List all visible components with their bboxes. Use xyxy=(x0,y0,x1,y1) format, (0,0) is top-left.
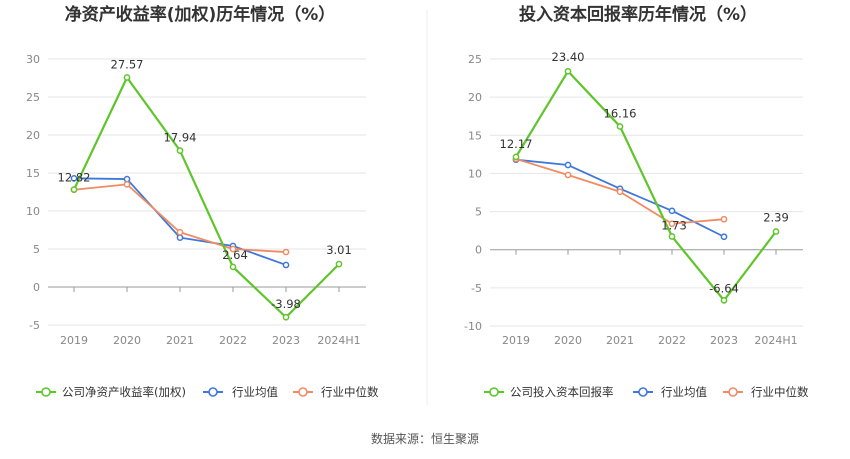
chart-panel-1: 净资产收益率(加权)历年情况（%） -5 0 5 10 15 20 25 30 2019 2020 2… xyxy=(26,4,379,399)
data-point xyxy=(564,171,572,179)
data-point xyxy=(564,161,572,169)
y-tick-label: 20 xyxy=(468,91,482,104)
data-point xyxy=(282,261,290,269)
x-tick-label: 2023 xyxy=(710,334,738,347)
legend-marker xyxy=(728,387,738,397)
data-point xyxy=(282,313,290,321)
data-point xyxy=(282,248,290,256)
y-tick-label: 5 xyxy=(475,206,482,219)
data-label: 2.39 xyxy=(763,210,789,224)
y-tick-label: 5 xyxy=(33,243,40,256)
data-label: -3.98 xyxy=(271,297,301,311)
y-tick-label: 10 xyxy=(26,205,40,218)
y-tick-label: 25 xyxy=(468,53,482,66)
data-point xyxy=(176,234,184,241)
data-point xyxy=(123,181,131,188)
legend-marker xyxy=(638,387,648,397)
data-point xyxy=(70,186,78,193)
data-label: 12.17 xyxy=(500,137,533,151)
data-label: 17.94 xyxy=(164,131,197,145)
y-tick-label: -10 xyxy=(464,320,482,333)
y-tick-label: 15 xyxy=(26,167,40,180)
data-point xyxy=(335,260,343,268)
series-line-1 xyxy=(73,76,340,319)
x-tick-label: 2024H1 xyxy=(317,334,360,347)
x-tick-label: 2020 xyxy=(113,334,141,347)
y-tick-label: 0 xyxy=(475,244,482,257)
data-label: 2.64 xyxy=(222,248,248,262)
data-point xyxy=(720,215,728,223)
data-point xyxy=(123,74,131,81)
data-point xyxy=(616,123,624,130)
x-tick-label: 2022 xyxy=(219,334,247,347)
legend-marker xyxy=(298,387,308,397)
legend-label: 行业中位数 xyxy=(321,385,379,399)
y-tick-label: 20 xyxy=(26,129,40,142)
x-tick-label: 2019 xyxy=(502,334,530,347)
legend-label: 行业均值 xyxy=(232,385,278,399)
data-label: 16.16 xyxy=(604,106,637,120)
x-tick-label: 2023 xyxy=(272,334,300,347)
data-label: 23.40 xyxy=(552,50,585,64)
data-label: 1.73 xyxy=(661,219,687,233)
data-label: 12.82 xyxy=(58,171,91,185)
legend-label: 公司投入资本回报率 xyxy=(510,385,614,399)
data-point xyxy=(512,153,520,161)
data-point xyxy=(668,220,676,228)
y-tick-label: -5 xyxy=(471,282,482,295)
x-tick-label: 2024H1 xyxy=(754,334,797,347)
x-tick-label: 2020 xyxy=(554,334,582,347)
legend-marker xyxy=(489,387,499,397)
data-point xyxy=(564,67,572,75)
chart-title: 净资产收益率(加权)历年情况（%） xyxy=(65,4,336,25)
data-point xyxy=(772,228,780,235)
y-tick-label: -5 xyxy=(29,319,40,332)
data-point xyxy=(176,147,184,155)
data-point xyxy=(668,233,676,240)
y-tick-label: 30 xyxy=(26,53,40,66)
series-line-2 xyxy=(515,158,725,238)
legend-marker xyxy=(41,387,51,397)
data-point xyxy=(720,297,728,304)
x-tick-label: 2021 xyxy=(606,334,634,347)
data-label: -6.64 xyxy=(709,281,739,295)
x-tick-label: 2021 xyxy=(166,334,194,347)
data-point xyxy=(229,263,237,271)
data-point xyxy=(70,174,78,182)
chart-panel-2: 投入资本回报率历年情况（%） -10 -5 0 5 10 15 20 25 2019 2020 202… xyxy=(464,4,809,399)
legend-label: 行业均值 xyxy=(661,385,707,399)
series-line-3 xyxy=(73,183,287,253)
legend-label: 行业中位数 xyxy=(751,385,809,399)
data-point xyxy=(616,188,624,196)
y-tick-label: 25 xyxy=(26,91,40,104)
data-point xyxy=(668,207,676,215)
source-note: 数据来源：恒生聚源 xyxy=(371,431,479,446)
data-label: 27.57 xyxy=(111,57,144,71)
y-tick-label: 0 xyxy=(33,281,40,294)
data-point xyxy=(176,228,184,236)
data-point xyxy=(720,233,728,241)
data-point xyxy=(229,245,237,253)
chart-title: 投入资本回报率历年情况（%） xyxy=(519,4,757,25)
legend-marker xyxy=(208,387,218,397)
data-label: 3.01 xyxy=(326,243,352,257)
series-line-1 xyxy=(515,70,777,302)
x-tick-label: 2019 xyxy=(60,334,88,347)
legend-label: 公司净资产收益率(加权) xyxy=(62,385,186,399)
y-tick-label: 15 xyxy=(468,129,482,142)
x-tick-label: 2022 xyxy=(658,334,686,347)
data-point xyxy=(123,175,131,183)
series-line-2 xyxy=(73,177,287,266)
y-tick-label: 10 xyxy=(468,167,482,180)
